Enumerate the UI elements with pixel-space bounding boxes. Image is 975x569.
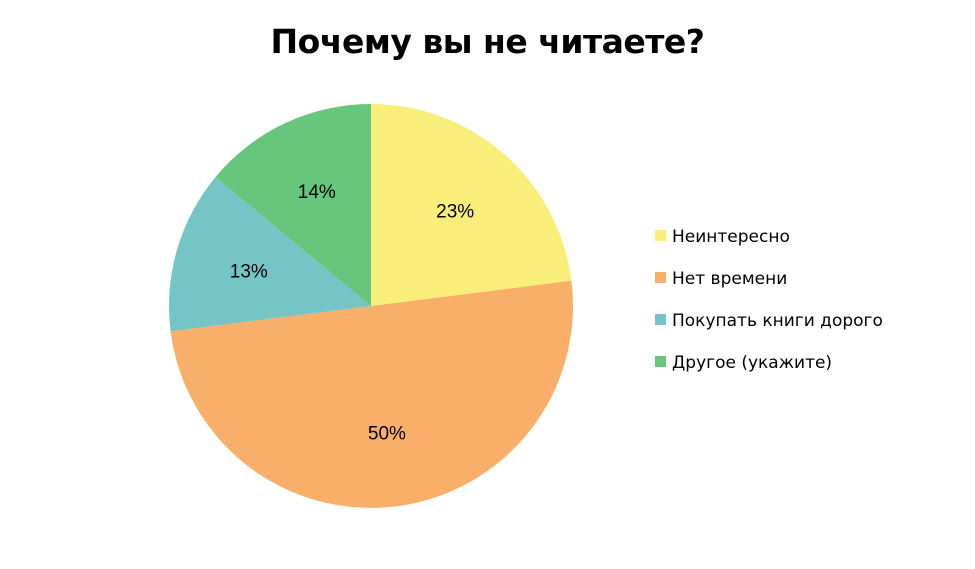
legend-label-2: Покупать книги дорого <box>672 311 883 331</box>
slice-label-2: 13% <box>230 261 268 282</box>
pie-slice-3 <box>215 104 371 306</box>
legend-swatch-3 <box>655 355 666 367</box>
legend-label-0: Неинтересно <box>672 227 790 247</box>
pie-slice-2 <box>169 177 371 332</box>
legend-item-2: Покупать книги дорого <box>655 310 883 352</box>
legend-swatch-0 <box>655 229 666 241</box>
legend-swatch-2 <box>655 313 666 325</box>
legend: Неинтересно Нет времени Покупать книги д… <box>655 226 883 394</box>
slice-label-3: 14% <box>298 182 336 203</box>
slice-label-1: 50% <box>368 423 406 444</box>
pie-slice-1 <box>170 280 573 508</box>
pie-slice-0 <box>371 104 572 306</box>
legend-label-1: Нет времени <box>672 269 788 289</box>
legend-item-1: Нет времени <box>655 268 883 310</box>
chart-title: Почему вы не читаете? <box>270 22 705 61</box>
legend-item-0: Неинтересно <box>655 226 883 268</box>
legend-item-3: Другое (укажите) <box>655 352 883 394</box>
legend-swatch-1 <box>655 271 666 283</box>
slice-label-0: 23% <box>436 202 474 223</box>
legend-label-3: Другое (укажите) <box>672 353 833 373</box>
